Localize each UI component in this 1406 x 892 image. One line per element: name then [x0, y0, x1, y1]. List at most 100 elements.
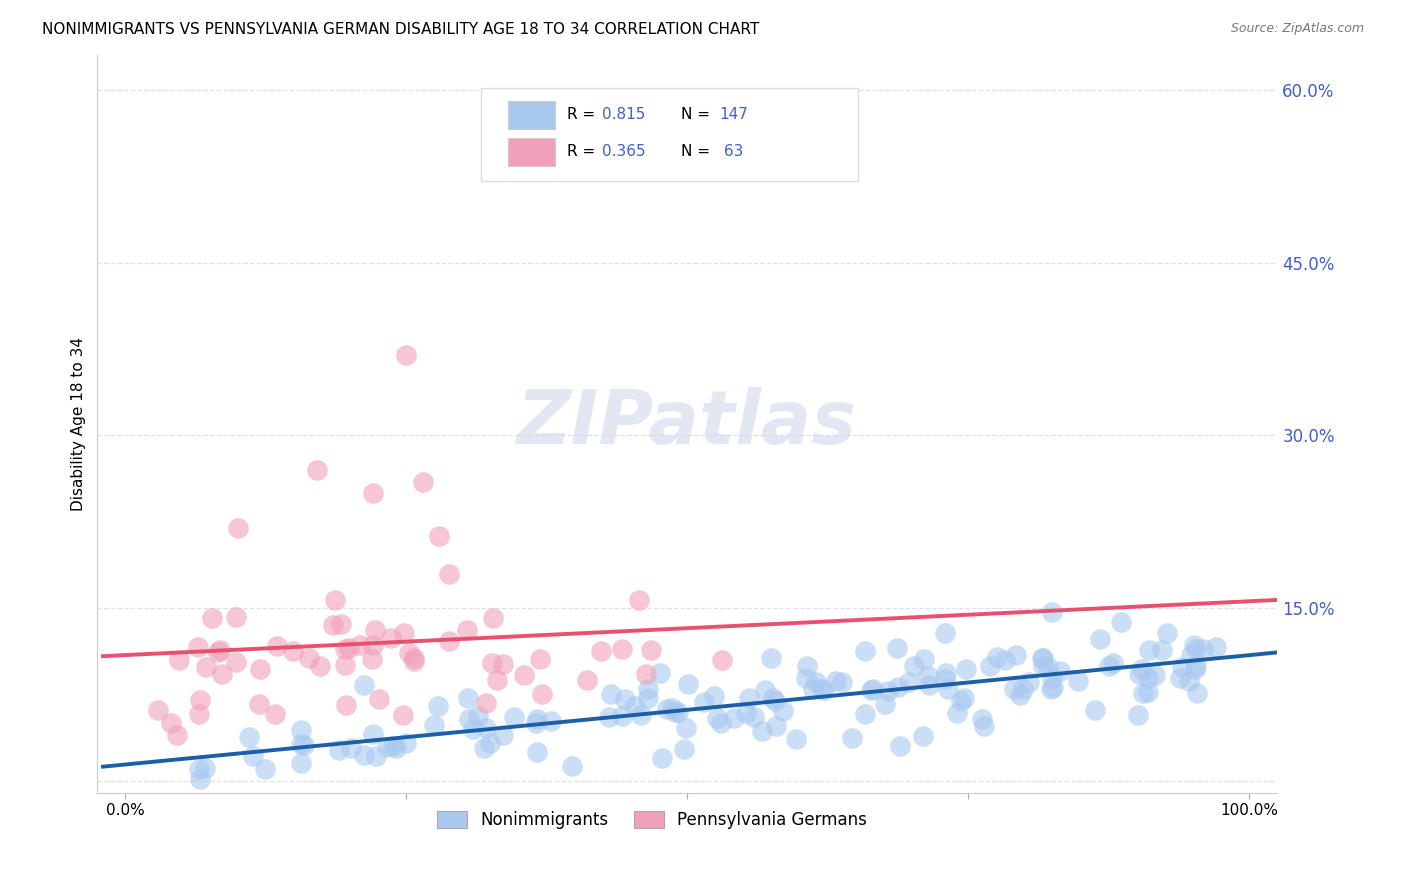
Point [973, 719, 995, 733]
Point [1066, 673, 1088, 688]
Point [1102, 656, 1125, 670]
Point [986, 650, 1008, 665]
Point [211, 666, 233, 681]
Point [398, 646, 420, 660]
Point [242, 749, 264, 764]
Text: 0.365: 0.365 [602, 145, 645, 160]
Point [146, 703, 169, 717]
Point [806, 674, 828, 689]
Point [423, 717, 446, 731]
Point [1032, 659, 1054, 673]
Point [860, 682, 883, 697]
Point [759, 650, 782, 665]
Point [765, 718, 787, 732]
Point [1205, 640, 1227, 654]
Point [467, 708, 489, 723]
Point [457, 690, 479, 705]
Point [917, 669, 939, 683]
Point [1130, 661, 1153, 675]
Point [247, 697, 270, 711]
Point [225, 656, 247, 670]
Point [678, 677, 700, 691]
Point [723, 710, 745, 724]
Point [1170, 659, 1192, 673]
Point [1139, 643, 1161, 657]
Point [540, 714, 562, 728]
Point [333, 642, 356, 657]
Point [395, 348, 418, 362]
Point [637, 691, 659, 706]
Point [918, 678, 941, 692]
Point [290, 756, 312, 770]
Point [1038, 659, 1060, 673]
Point [187, 640, 209, 654]
Point [1156, 626, 1178, 640]
Point [1143, 668, 1166, 682]
Point [1184, 662, 1206, 676]
Point [308, 658, 330, 673]
Point [368, 691, 391, 706]
Point [946, 706, 969, 721]
Text: R =: R = [567, 145, 600, 160]
Point [1042, 680, 1064, 694]
Point [889, 739, 911, 753]
Point [664, 705, 686, 719]
Point [575, 673, 598, 687]
Point [456, 624, 478, 638]
Point [934, 672, 956, 686]
Point [188, 693, 211, 707]
Point [513, 667, 536, 681]
Point [589, 644, 612, 658]
Point [693, 695, 716, 709]
Point [404, 650, 426, 665]
Point [281, 644, 304, 658]
Point [613, 691, 636, 706]
Point [1168, 671, 1191, 685]
Point [207, 645, 229, 659]
Point [853, 707, 876, 722]
Point [703, 689, 725, 703]
Point [530, 688, 553, 702]
Point [796, 658, 818, 673]
Point [936, 681, 959, 696]
Point [385, 740, 408, 755]
Point [1032, 650, 1054, 665]
Point [1150, 643, 1173, 657]
Point [412, 475, 434, 489]
Point [1008, 688, 1031, 702]
Point [492, 727, 515, 741]
Point [363, 638, 385, 652]
FancyBboxPatch shape [508, 137, 555, 166]
Point [887, 680, 910, 694]
Point [1088, 632, 1111, 647]
Point [481, 657, 503, 671]
Point [738, 691, 761, 706]
Point [813, 682, 835, 697]
Point [478, 736, 501, 750]
Point [561, 759, 583, 773]
Legend: Nonimmigrants, Pennsylvania Germans: Nonimmigrants, Pennsylvania Germans [430, 805, 873, 836]
Point [903, 659, 925, 673]
Point [637, 682, 659, 697]
Point [395, 735, 418, 749]
Point [195, 659, 218, 673]
Point [751, 723, 773, 738]
Point [1040, 681, 1063, 696]
Point [886, 640, 908, 655]
Point [1136, 671, 1159, 685]
Point [375, 739, 398, 754]
Point [298, 650, 321, 665]
Point [294, 739, 316, 753]
Text: 147: 147 [720, 107, 748, 122]
Point [709, 715, 731, 730]
Point [935, 665, 957, 680]
Point [226, 520, 249, 534]
Point [706, 711, 728, 725]
Point [634, 666, 657, 681]
Point [322, 617, 344, 632]
Point [673, 741, 696, 756]
Point [1042, 671, 1064, 685]
Point [1178, 673, 1201, 688]
Point [305, 463, 328, 477]
Point [492, 657, 515, 671]
